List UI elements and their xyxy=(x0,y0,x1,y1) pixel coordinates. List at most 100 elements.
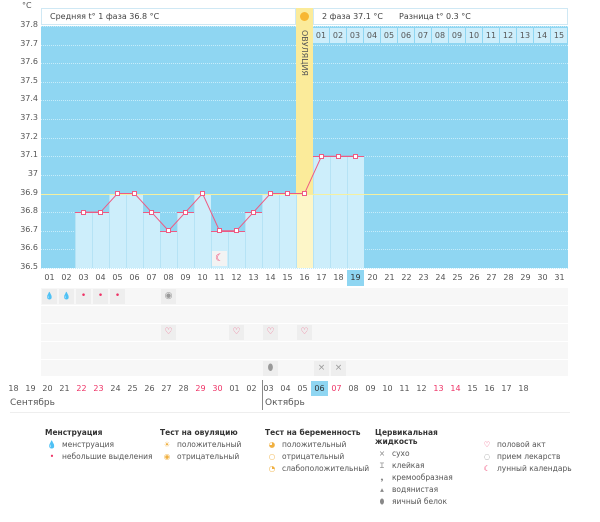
cycle-day-label[interactable]: 12 xyxy=(231,273,242,282)
calendar-date[interactable]: 01 xyxy=(229,384,240,393)
spotting-icon[interactable]: • xyxy=(76,289,91,304)
legend-item: ❟ кремообразная xyxy=(375,473,480,485)
intercourse-icon[interactable]: ♡ xyxy=(263,325,278,340)
calendar-date[interactable]: 13 xyxy=(433,384,444,393)
calendar-date[interactable]: 27 xyxy=(161,384,172,393)
cycle-day-label[interactable]: 11 xyxy=(214,273,225,282)
temperature-point[interactable] xyxy=(115,191,120,197)
cycle-day-label[interactable]: 18 xyxy=(333,273,344,282)
intercourse-icon[interactable]: ♡ xyxy=(297,325,312,340)
temperature-point[interactable] xyxy=(251,209,256,215)
cycle-day-label[interactable]: 17 xyxy=(316,273,327,282)
cycle-day-label[interactable]: 26 xyxy=(469,273,480,282)
temperature-point[interactable] xyxy=(217,228,222,234)
cycle-day-label[interactable]: 22 xyxy=(401,273,412,282)
cycle-day-label[interactable]: 23 xyxy=(418,273,429,282)
calendar-date[interactable]: 17 xyxy=(501,384,512,393)
cycle-day-label[interactable]: 09 xyxy=(180,273,191,282)
temperature-point[interactable] xyxy=(319,153,324,159)
cycle-day-label[interactable]: 06 xyxy=(129,273,140,282)
spotting-icon[interactable]: • xyxy=(93,289,108,304)
calendar-date[interactable]: 09 xyxy=(365,384,376,393)
temperature-point[interactable] xyxy=(336,153,341,159)
phase2-day: 07 xyxy=(415,28,432,43)
cycle-day-label[interactable]: 05 xyxy=(112,273,123,282)
calendar-date[interactable]: 07 xyxy=(331,384,342,393)
cycle-day-label[interactable]: 07 xyxy=(146,273,157,282)
menstruation-icon[interactable]: 💧 xyxy=(42,289,57,304)
dry-icon[interactable]: × xyxy=(314,361,329,376)
phase1-average: Средняя t° 1 фаза 36.8 °C xyxy=(50,12,160,21)
intercourse-icon[interactable]: ♡ xyxy=(229,325,244,340)
temperature-point[interactable] xyxy=(81,209,86,215)
temperature-point[interactable] xyxy=(183,209,188,215)
calendar-date[interactable]: 14 xyxy=(450,384,461,393)
temperature-point[interactable] xyxy=(200,191,205,197)
calendar-date[interactable]: 18 xyxy=(518,384,529,393)
pregnancy-weak-icon: ◔ xyxy=(268,464,276,473)
temperature-point[interactable] xyxy=(149,209,154,215)
calendar-date[interactable]: 24 xyxy=(110,384,121,393)
cycle-day-label[interactable]: 30 xyxy=(537,273,548,282)
calendar-date[interactable]: 22 xyxy=(76,384,87,393)
calendar-date[interactable]: 02 xyxy=(246,384,257,393)
cycle-day-label[interactable]: 01 xyxy=(44,273,55,282)
cycle-day-label[interactable]: 28 xyxy=(503,273,514,282)
cycle-day-label[interactable]: 04 xyxy=(95,273,106,282)
egg-white-icon[interactable]: ⬮ xyxy=(263,361,278,376)
temperature-point[interactable] xyxy=(166,228,171,234)
cycle-day-label[interactable]: 19 xyxy=(347,270,364,286)
cycle-day-label[interactable]: 24 xyxy=(435,273,446,282)
temperature-point[interactable] xyxy=(132,191,137,197)
calendar-date[interactable]: 23 xyxy=(93,384,104,393)
calendar-date[interactable]: 16 xyxy=(484,384,495,393)
calendar-date[interactable]: 04 xyxy=(280,384,291,393)
legend-item: ○ отрицательный xyxy=(265,452,375,464)
cycle-day-label[interactable]: 02 xyxy=(61,273,72,282)
intercourse-icon[interactable]: ♡ xyxy=(161,325,176,340)
cycle-day-label[interactable]: 08 xyxy=(163,273,174,282)
cycle-day-label[interactable]: 16 xyxy=(299,273,310,282)
temperature-point[interactable] xyxy=(234,228,239,234)
cycle-day-label[interactable]: 21 xyxy=(384,273,395,282)
calendar-date[interactable]: 11 xyxy=(399,384,410,393)
cycle-day-label[interactable]: 13 xyxy=(248,273,259,282)
calendar-date[interactable]: 08 xyxy=(348,384,359,393)
cycle-day-label[interactable]: 20 xyxy=(367,273,378,282)
calendar-date[interactable]: 26 xyxy=(144,384,155,393)
calendar-date[interactable]: 05 xyxy=(297,384,308,393)
spotting-icon[interactable]: • xyxy=(110,289,125,304)
menstruation-icon[interactable]: 💧 xyxy=(59,289,74,304)
cycle-day-label[interactable]: 29 xyxy=(520,273,531,282)
legend-title: Тест на беременность xyxy=(265,428,361,437)
calendar-date[interactable]: 06 xyxy=(311,381,328,396)
calendar-date[interactable]: 10 xyxy=(382,384,393,393)
calendar-date[interactable]: 15 xyxy=(467,384,478,393)
temperature-point[interactable] xyxy=(353,153,358,159)
cycle-day-label[interactable]: 15 xyxy=(282,273,293,282)
calendar-date[interactable]: 03 xyxy=(263,384,274,393)
temperature-point[interactable] xyxy=(98,209,103,215)
cycle-day-label[interactable]: 25 xyxy=(452,273,463,282)
calendar-date[interactable]: 18 xyxy=(8,384,19,393)
cycle-day-label[interactable]: 27 xyxy=(486,273,497,282)
calendar-date[interactable]: 25 xyxy=(127,384,138,393)
temperature-point[interactable] xyxy=(285,191,290,197)
calendar-date[interactable]: 19 xyxy=(25,384,36,393)
cycle-day-label[interactable]: 31 xyxy=(554,273,565,282)
calendar-date[interactable]: 30 xyxy=(212,384,223,393)
calendar-date[interactable]: 20 xyxy=(42,384,53,393)
calendar-date[interactable]: 12 xyxy=(416,384,427,393)
temperature-point[interactable] xyxy=(302,191,307,197)
dry-icon[interactable]: × xyxy=(331,361,346,376)
temperature-point[interactable] xyxy=(268,191,273,197)
calendar-date[interactable]: 29 xyxy=(195,384,206,393)
calendar-date[interactable]: 28 xyxy=(178,384,189,393)
calendar-date[interactable]: 21 xyxy=(59,384,70,393)
ovulation-test-negative-icon[interactable]: ◉ xyxy=(161,289,176,304)
menstruation-icon: 💧 xyxy=(47,440,57,449)
cycle-day-label[interactable]: 03 xyxy=(78,273,89,282)
cycle-day-label[interactable]: 14 xyxy=(265,273,276,282)
cycle-day-label[interactable]: 10 xyxy=(197,273,208,282)
legend-item: ⬮ яичный белок xyxy=(375,497,480,509)
